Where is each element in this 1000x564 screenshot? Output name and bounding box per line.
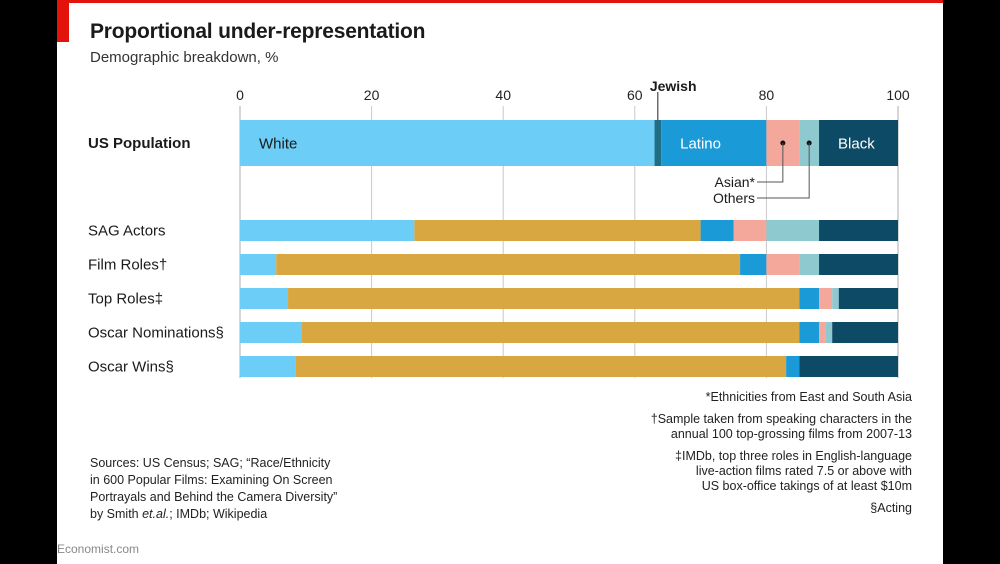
- others-leader-line: [757, 143, 810, 199]
- bar-oscar-nominations-latino: [799, 322, 820, 343]
- category-label-film-roles: Film Roles†: [88, 257, 167, 274]
- bar-sag-actors-white: [240, 220, 415, 241]
- bar-oscar-nominations-asian: [819, 322, 826, 343]
- bar-us-population-latino: [661, 120, 767, 166]
- bar-top-roles-asian: [819, 288, 833, 309]
- footnote-dagger-line2: annual 100 top-grossing films from 2007-…: [670, 427, 912, 441]
- asian-leader-line: [757, 143, 784, 183]
- bar-oscar-wins-white: [240, 356, 296, 377]
- bar-sag-actors-asian: [733, 220, 767, 241]
- brand-red-tag: [57, 0, 69, 42]
- chart-subtitle: Demographic breakdown, %: [90, 49, 279, 66]
- bar-top-roles-white: [240, 288, 289, 309]
- bar-oscar-nominations-overlap: [301, 322, 800, 343]
- sources-line4: by Smith et.al.; IMDb; Wikipedia: [90, 506, 390, 523]
- x-tick-label-80: 80: [759, 87, 775, 103]
- bar-sag-actors-others: [766, 220, 820, 241]
- bar-top-roles-overlap: [288, 288, 800, 309]
- bar-us-population-black: [819, 120, 898, 166]
- asian-annotation: Asian*: [715, 174, 756, 190]
- bar-film-roles-others: [799, 254, 820, 275]
- footnote-ddagger-line1: ‡IMDb, top three roles in English-langua…: [675, 449, 912, 463]
- bar-top-roles-latino: [799, 288, 820, 309]
- category-label-top-roles: Top Roles‡: [88, 291, 163, 308]
- sources-line4-pre: by Smith: [90, 507, 143, 521]
- bar-sag-actors-overlap: [414, 220, 701, 241]
- others-annotation: Others: [713, 190, 755, 206]
- bar-label-us-population-black: Black: [838, 136, 875, 153]
- bar-oscar-nominations-white: [240, 322, 302, 343]
- category-label-oscar-nominations: Oscar Nominations§: [88, 325, 224, 342]
- bar-us-population-jewish: [654, 120, 662, 166]
- bar-film-roles-asian: [766, 254, 800, 275]
- bar-sag-actors-black: [819, 220, 898, 241]
- chart-title: Proportional under-representation: [90, 20, 426, 43]
- sources-line1: Sources: US Census; SAG; “Race/Ethnicity: [90, 456, 331, 470]
- bar-oscar-wins-black: [799, 356, 898, 377]
- footnote-asterisk: *Ethnicities from East and South Asia: [705, 390, 912, 404]
- sources-line3: Portrayals and Behind the Camera Diversi…: [90, 490, 338, 504]
- bar-film-roles-white: [240, 254, 277, 275]
- bar-sag-actors-latino: [700, 220, 734, 241]
- sources-line4-post: ; IMDb; Wikipedia: [169, 507, 268, 521]
- sources-line2: in 600 Popular Films: Examining On Scree…: [90, 473, 333, 487]
- sources-note: Sources: US Census; SAG; “Race/Ethnicity…: [90, 455, 390, 523]
- bar-top-roles-black: [838, 288, 898, 309]
- x-tick-label-60: 60: [627, 87, 643, 103]
- bar-label-us-population-white: White: [259, 136, 297, 153]
- economist-credit: Economist.com: [57, 542, 140, 556]
- footnote-dagger: †Sample taken from speaking characters i…: [651, 412, 912, 442]
- bar-us-population-white: [240, 120, 655, 166]
- footnote-section: §Acting: [870, 501, 912, 515]
- x-tick-label-0: 0: [236, 87, 244, 103]
- jewish-annotation: Jewish: [650, 78, 697, 94]
- bar-label-us-population-latino: Latino: [680, 136, 721, 153]
- x-tick-label-100: 100: [886, 87, 910, 103]
- footnote-double-dagger: ‡IMDb, top three roles in English-langua…: [651, 449, 912, 494]
- sources-line4-em: et.al.: [142, 507, 170, 521]
- brand-red-rule: [69, 0, 943, 3]
- category-label-sag-actors: SAG Actors: [88, 223, 166, 240]
- footnotes: *Ethnicities from East and South Asia †S…: [651, 390, 912, 523]
- category-label-us-population: US Population: [88, 135, 191, 152]
- bar-oscar-wins-latino: [786, 356, 800, 377]
- footnote-ddagger-line3: US box-office takings of at least $10m: [701, 479, 912, 493]
- bar-top-roles-others: [832, 288, 839, 309]
- bar-oscar-nominations-black: [832, 322, 898, 343]
- x-tick-label-20: 20: [364, 87, 380, 103]
- footnote-ddagger-line2: live-action films rated 7.5 or above wit…: [695, 464, 912, 478]
- bar-film-roles-overlap: [276, 254, 741, 275]
- bar-film-roles-latino: [740, 254, 767, 275]
- footnote-dagger-line1: †Sample taken from speaking characters i…: [650, 412, 912, 426]
- x-tick-label-40: 40: [495, 87, 511, 103]
- bar-film-roles-black: [819, 254, 898, 275]
- bar-oscar-wins-overlap: [295, 356, 787, 377]
- chart-card: [57, 0, 943, 564]
- category-label-oscar-wins: Oscar Wins§: [88, 359, 174, 376]
- bar-oscar-nominations-others: [825, 322, 833, 343]
